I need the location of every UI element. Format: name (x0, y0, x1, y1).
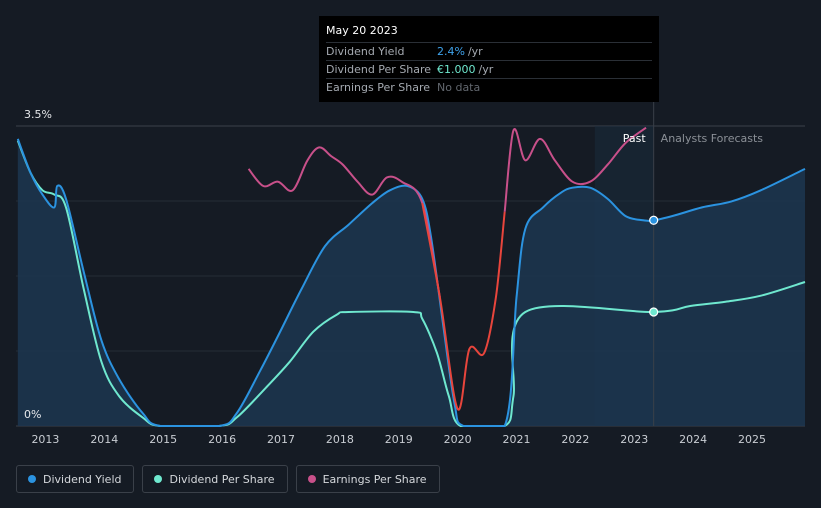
tooltip-label: Dividend Yield (326, 45, 405, 58)
x-tick-label: 2014 (90, 433, 118, 446)
y-axis-top-label: 3.5% (24, 108, 52, 121)
legend-dot-icon (307, 475, 316, 483)
eps-line-segment-low (421, 202, 506, 411)
tooltip-label: Earnings Per Share (326, 81, 431, 94)
x-tick-label: 2019 (385, 433, 413, 446)
legend-label: Earnings Per Share (322, 472, 427, 486)
dividend-per-share-marker (649, 307, 659, 317)
x-tick-label: 2017 (267, 433, 295, 446)
tooltip-date: May 20 2023 (326, 24, 398, 37)
legend-label: Dividend Per Share (169, 472, 275, 486)
past-region-label: Past (623, 132, 647, 145)
x-tick-label: 2025 (738, 433, 766, 446)
eps-line-segment-positive (503, 126, 647, 212)
tooltip-value: No data (437, 81, 481, 94)
y-axis-bottom-label: 0% (24, 408, 41, 421)
tooltip-row-earnings-per-share: Earnings Per Share No data (326, 78, 652, 96)
tooltip-row-dividend-per-share: Dividend Per Share €1.000 /yr (326, 60, 652, 78)
x-tick-label: 2018 (326, 433, 354, 446)
x-tick-label: 2024 (679, 433, 707, 446)
eps-line-segment-positive (247, 146, 441, 298)
tooltip-unit: /yr (478, 63, 494, 76)
dividend-yield-line[interactable] (16, 138, 806, 427)
tooltip-label: Dividend Per Share (326, 63, 432, 76)
legend: Dividend Yield Dividend Per Share Earnin… (16, 465, 440, 493)
x-axis-ticks: 2013 2014 2015 2016 2017 2018 2019 2020 2021 2022… (31, 433, 766, 446)
dividend-per-share-line[interactable] (16, 140, 806, 427)
legend-dot-icon (154, 475, 163, 483)
dividend-yield-marker (649, 215, 659, 225)
tooltip-value: 2.4% (437, 45, 465, 58)
dividend-yield-area (17, 138, 806, 426)
tooltip-value: €1.000 (437, 63, 476, 76)
x-tick-label: 2013 (31, 433, 59, 446)
legend-dot-icon (28, 475, 36, 483)
x-tick-label: 2023 (620, 433, 648, 446)
x-tick-label: 2015 (149, 433, 177, 446)
tooltip-unit: /yr (467, 45, 483, 58)
legend-earnings-per-share[interactable]: Earnings Per Share (295, 465, 440, 493)
x-tick-label: 2016 (208, 433, 236, 446)
legend-dividend-per-share[interactable]: Dividend Per Share (142, 465, 288, 493)
earnings-per-share-line[interactable] (247, 126, 647, 411)
legend-dividend-yield[interactable]: Dividend Yield (16, 465, 135, 493)
x-tick-label: 2020 (444, 433, 472, 446)
forecast-region-label: Analysts Forecasts (661, 132, 764, 145)
legend-label: Dividend Yield (43, 472, 122, 486)
tooltip: May 20 2023 Dividend Yield 2.4% /yr Divi… (319, 16, 659, 102)
x-tick-label: 2021 (502, 433, 530, 446)
tooltip-row-dividend-yield: Dividend Yield 2.4% /yr (326, 42, 652, 60)
x-tick-label: 2022 (561, 433, 589, 446)
